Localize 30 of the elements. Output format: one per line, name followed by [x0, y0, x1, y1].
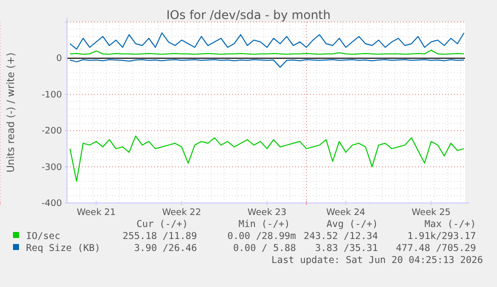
text: 477.48 /705.29: [396, 243, 476, 254]
y-tick-label: -200: [42, 126, 62, 137]
legend-label: Req Size (KB): [26, 243, 100, 254]
text: Cur (-/+): [136, 219, 188, 230]
text: Max (-/+): [424, 219, 476, 230]
line-series: [70, 136, 464, 182]
x-tick-label: Week 24: [326, 208, 366, 218]
text: Min (-/+): [238, 219, 290, 230]
text: 255.18 /11.89: [122, 231, 198, 242]
text: 3.90 /26.46: [134, 243, 198, 254]
text: Last update: Sat Jun 20 04:25:13 2026: [271, 255, 484, 266]
line-series: [70, 32, 464, 50]
x-tick-label: Week 23: [248, 208, 286, 218]
text: Avg (-/+): [326, 219, 378, 230]
x-tick-label: Week 21: [76, 208, 116, 218]
text: 0.00 /28.99m: [227, 231, 296, 242]
y-axis-title: Units read (-) / write (+): [6, 52, 17, 173]
line-series: [70, 59, 464, 68]
text: 1.91k/293.17: [407, 231, 476, 242]
y-tick-label: -100: [42, 90, 62, 100]
y-tick-label: -300: [42, 162, 62, 173]
chart-title: IOs for /dev/sda - by month: [166, 8, 331, 22]
text: 0.00 / 5.88: [233, 243, 296, 254]
y-tick-label: -400: [42, 199, 62, 209]
text: 243.52 /12.34: [304, 231, 378, 242]
x-tick-label: Week 22: [162, 208, 202, 218]
text: 3.83 /35.31: [315, 243, 378, 254]
legend-label: IO/sec: [26, 231, 60, 242]
x-tick-label: Week 25: [412, 208, 451, 218]
y-tick-label: 0: [56, 54, 62, 64]
